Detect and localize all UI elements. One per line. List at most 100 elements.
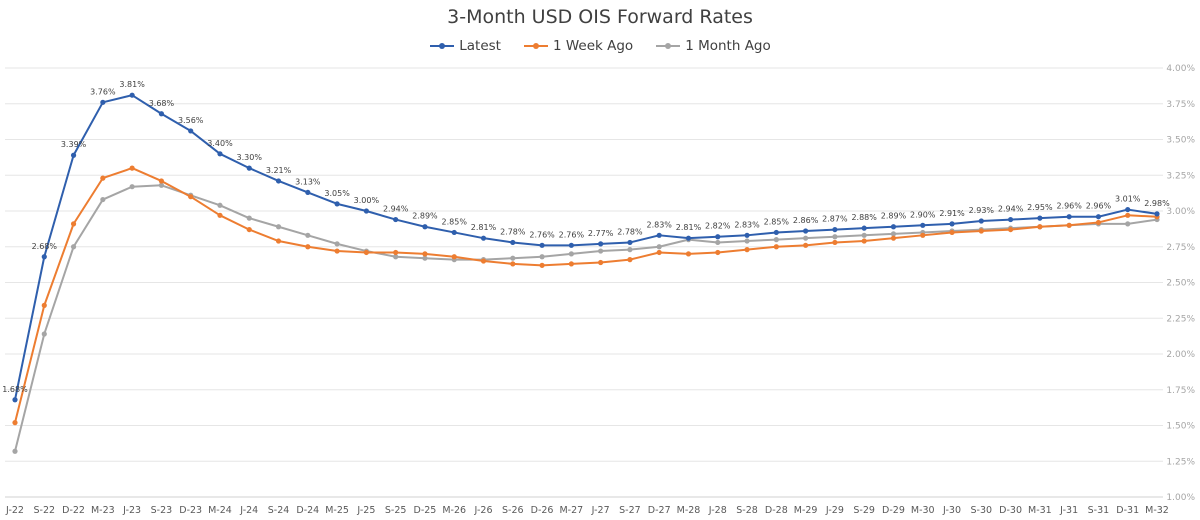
data-point: [217, 151, 223, 157]
legend-label: 1 Week Ago: [552, 38, 634, 54]
y-tick-label: 2.50%: [1166, 279, 1195, 289]
data-point: [246, 165, 252, 171]
data-point: [627, 247, 633, 253]
data-point: [803, 235, 809, 241]
data-point: [861, 225, 867, 231]
data-label: 2.90%: [910, 210, 936, 219]
data-point: [1125, 212, 1131, 218]
data-label: 3.39%: [61, 140, 87, 149]
data-point: [803, 242, 809, 248]
data-label: 2.95%: [1027, 203, 1053, 212]
data-label: 2.87%: [822, 215, 848, 224]
x-tick-label: S-25: [385, 505, 407, 516]
x-tick-label: D-26: [531, 505, 554, 516]
data-label: 2.94%: [383, 205, 409, 214]
y-tick-label: 3.00%: [1166, 207, 1195, 217]
y-tick-label: 1.00%: [1166, 493, 1195, 503]
data-point: [627, 239, 633, 246]
x-tick-label: M-23: [91, 505, 115, 516]
data-point: [1066, 222, 1072, 228]
data-point: [422, 251, 428, 257]
legend-swatch: [430, 43, 455, 49]
data-label: 1.68%: [2, 385, 28, 394]
data-label: 2.81%: [676, 223, 702, 232]
x-tick-label: M-26: [442, 505, 466, 516]
data-label: 2.82%: [705, 222, 731, 231]
data-point: [598, 248, 604, 254]
data-label: 3.30%: [237, 153, 263, 162]
data-point: [978, 218, 984, 224]
data-point: [275, 178, 282, 184]
x-tick-label: J-23: [122, 505, 141, 516]
x-tick-label: M-30: [911, 505, 935, 516]
data-point: [890, 231, 897, 237]
data-point: [41, 331, 47, 337]
x-tick-label: D-23: [179, 505, 202, 516]
data-point: [861, 238, 867, 244]
legend-item: 1 Week Ago: [523, 38, 633, 54]
legend-item: Latest: [429, 38, 501, 54]
data-point: [861, 232, 867, 238]
data-point: [188, 128, 194, 134]
data-point: [1066, 214, 1072, 220]
data-point: [305, 232, 311, 238]
data-label: 2.86%: [793, 216, 819, 225]
data-point: [422, 224, 428, 230]
data-point: [627, 257, 633, 263]
x-tick-label: S-28: [736, 505, 758, 516]
x-tick-label: J-30: [942, 505, 961, 516]
x-tick-label: J-26: [474, 505, 493, 516]
legend: Latest 1 Week Ago 1 Month Ago: [0, 38, 1200, 54]
data-point: [539, 262, 545, 268]
data-point: [568, 242, 574, 248]
data-label: 2.83%: [734, 220, 760, 229]
data-label: 2.98%: [1144, 199, 1170, 208]
data-point: [744, 238, 750, 244]
legend-item: 1 Month Ago: [655, 38, 771, 54]
data-label: 2.83%: [646, 220, 672, 229]
data-point: [334, 201, 340, 207]
data-point: [568, 251, 574, 257]
x-tick-label: M-27: [559, 505, 583, 516]
series-line: [14, 184, 1158, 452]
data-label: 2.91%: [939, 209, 965, 218]
data-point: [129, 184, 135, 190]
data-point: [305, 244, 311, 250]
data-point: [1007, 226, 1014, 233]
data-point: [598, 241, 604, 247]
data-point: [890, 235, 897, 241]
x-tick-label: J-22: [5, 505, 24, 516]
data-point: [949, 229, 955, 236]
data-point: [715, 249, 721, 256]
data-point: [334, 248, 340, 254]
data-label: 2.81%: [471, 223, 497, 232]
x-tick-label: S-29: [853, 505, 875, 516]
data-point: [451, 229, 457, 236]
data-label: 3.81%: [119, 80, 145, 89]
data-point: [773, 244, 779, 250]
data-point: [568, 261, 574, 267]
data-point: [305, 189, 311, 196]
x-tick-label: D-27: [648, 505, 671, 516]
data-point: [510, 239, 516, 246]
legend-swatch-marker: [665, 43, 672, 49]
data-point: [363, 249, 369, 256]
data-label: 2.94%: [998, 205, 1024, 214]
x-tick-label: S-27: [619, 505, 641, 516]
x-tick-label: M-29: [794, 505, 818, 516]
data-point: [451, 254, 457, 260]
data-point: [158, 182, 165, 188]
data-point: [656, 244, 662, 250]
data-point: [890, 224, 897, 230]
y-tick-label: 1.75%: [1166, 386, 1195, 396]
data-point: [1037, 215, 1043, 221]
x-tick-label: M-32: [1145, 505, 1169, 516]
data-point: [1095, 219, 1102, 226]
data-label: 3.01%: [1115, 195, 1141, 204]
x-tick-label: J-27: [591, 505, 610, 516]
x-tick-label: S-23: [151, 505, 173, 516]
legend-swatch-marker: [439, 43, 446, 49]
data-point: [744, 232, 750, 238]
x-tick-label: M-25: [325, 505, 349, 516]
